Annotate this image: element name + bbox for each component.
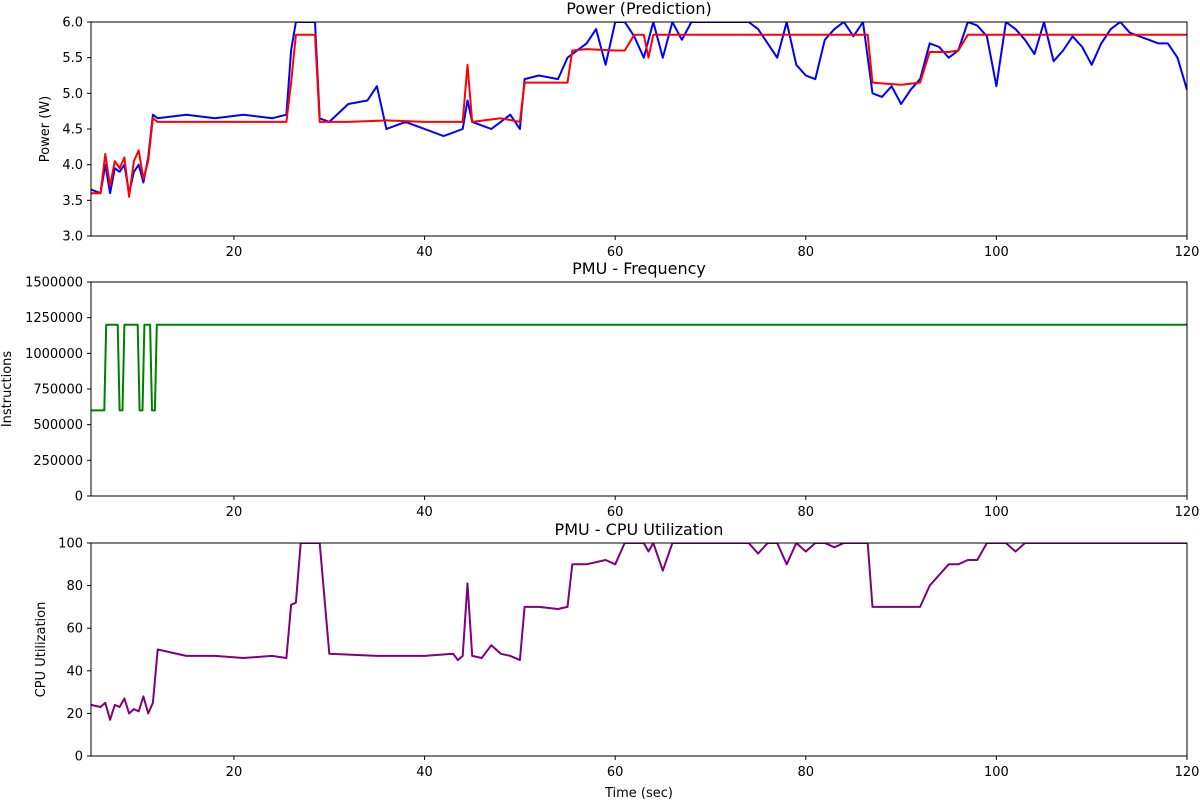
power-ytick-label: 3.0 xyxy=(62,230,83,245)
frequency-y-axis-label: Instructions xyxy=(0,351,15,428)
cpu-utilization-series-0-line xyxy=(91,543,1187,721)
frequency-ytick-label: 750000 xyxy=(33,383,83,398)
cpu-utilization-xtick-label: 100 xyxy=(984,765,1009,780)
cpu-utilization-ytick-label: 80 xyxy=(66,579,83,594)
cpu-utilization-axes-frame xyxy=(90,542,1188,757)
power-axes-frame xyxy=(90,21,1188,237)
cpu-utilization-ytick-label: 60 xyxy=(66,622,83,637)
frequency-ytick-label: 250000 xyxy=(33,454,83,469)
cpu-utilization-ytick-label: 20 xyxy=(66,707,83,722)
power-ytick-label: 5.0 xyxy=(62,87,83,102)
power-series-0-line xyxy=(91,22,1187,195)
cpu-utilization-xtick-label: 20 xyxy=(226,765,243,780)
frequency-xtick-label: 20 xyxy=(226,505,243,520)
cpu-utilization-xtick-label: 120 xyxy=(1175,765,1200,780)
cpu-utilization-ytick-label: 0 xyxy=(75,750,83,765)
frequency-chart-title: PMU - Frequency xyxy=(572,259,706,278)
cpu-utilization-ytick-label: 100 xyxy=(58,537,83,552)
frequency-ytick-label: 500000 xyxy=(33,418,83,433)
power-ytick-label: 6.0 xyxy=(62,16,83,31)
power-xtick-label: 40 xyxy=(416,245,433,260)
frequency-series-0-line xyxy=(91,323,1187,412)
frequency-xtick-label: 80 xyxy=(798,505,815,520)
frequency-axes-frame xyxy=(90,281,1188,497)
power-xtick-label: 20 xyxy=(226,245,243,260)
power-ytick-label: 4.5 xyxy=(62,123,83,138)
cpu-utilization-xtick-label: 80 xyxy=(798,765,815,780)
power-xtick-label: 120 xyxy=(1175,245,1200,260)
power-xtick-label: 60 xyxy=(607,245,624,260)
cpu-utilization-ytick-label: 40 xyxy=(66,664,83,679)
power-ytick-label: 4.0 xyxy=(62,158,83,173)
frequency-xtick-label: 40 xyxy=(416,505,433,520)
pmu-cpu-utilization-panel: 20 40 60 80 100 120 0 20 40 60 80 100 PMU - CPU Util… xyxy=(34,520,1199,800)
power-chart-title: Power (Prediction) xyxy=(566,0,711,18)
cpu-utilization-x-axis-label: Time (sec) xyxy=(604,786,673,800)
cpu-utilization-chart-title: PMU - CPU Utilization xyxy=(555,520,724,539)
power-prediction-panel: 20 40 60 80 100 120 3.0 3.5 4.0 4.5 5.0 5.5 6.0 Power… xyxy=(38,0,1199,260)
frequency-xtick-label: 120 xyxy=(1175,505,1200,520)
power-y-axis-label: Power (W) xyxy=(38,96,53,162)
frequency-ytick-label: 1250000 xyxy=(25,311,83,326)
power-xtick-label: 80 xyxy=(798,245,815,260)
power-ytick-label: 5.5 xyxy=(62,51,83,66)
power-series-1-line xyxy=(91,33,1187,198)
frequency-ytick-label: 1500000 xyxy=(25,276,83,291)
cpu-utilization-y-axis-label: CPU Utilization xyxy=(34,602,49,698)
frequency-xtick-label: 60 xyxy=(607,505,624,520)
power-xtick-label: 100 xyxy=(984,245,1009,260)
frequency-ytick-label: 1000000 xyxy=(25,347,83,362)
power-ytick-label: 3.5 xyxy=(62,194,83,209)
frequency-ytick-label: 0 xyxy=(75,490,83,505)
cpu-utilization-xtick-label: 40 xyxy=(416,765,433,780)
frequency-xtick-label: 100 xyxy=(984,505,1009,520)
cpu-utilization-xtick-label: 60 xyxy=(607,765,624,780)
pmu-frequency-panel: 20 40 60 80 100 120 0 250000 500000 750000 1000000… xyxy=(0,259,1199,520)
